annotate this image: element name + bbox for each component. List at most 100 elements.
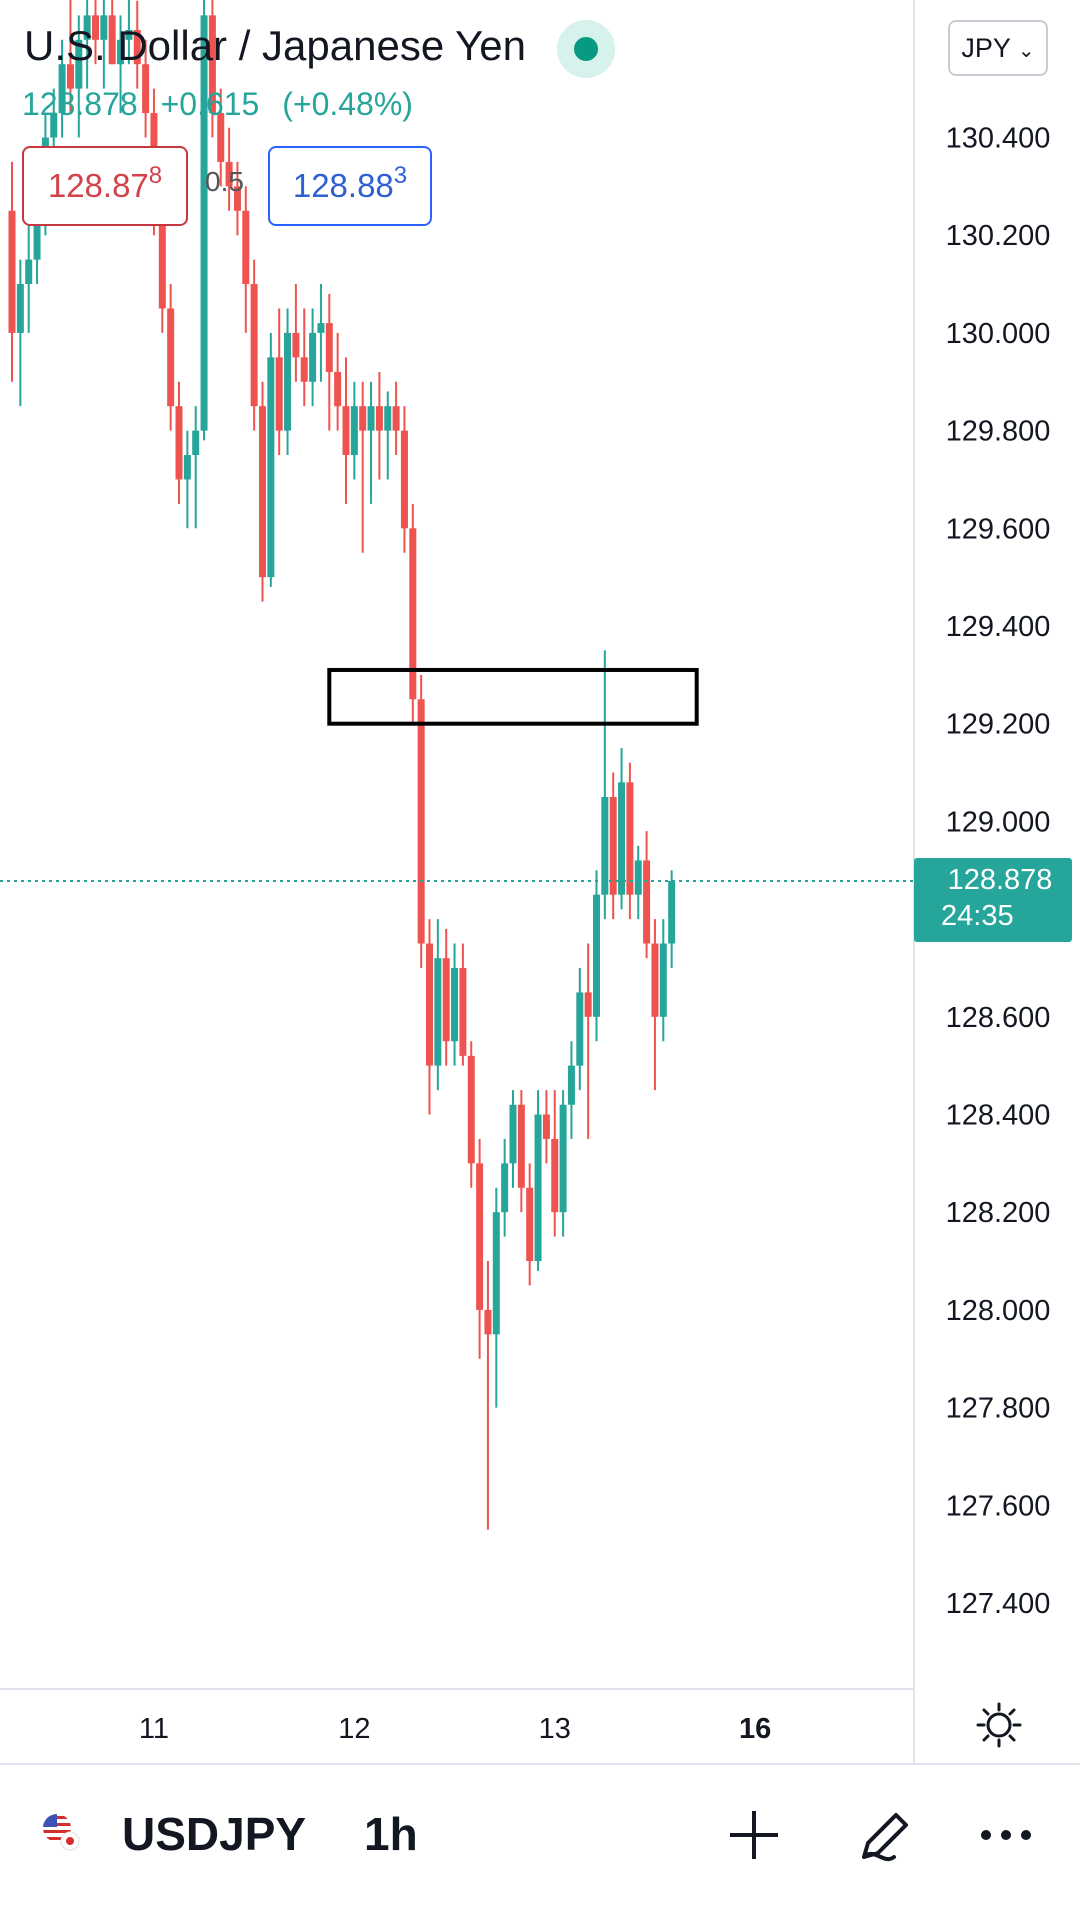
candle-body xyxy=(426,943,433,1066)
candle-body xyxy=(626,782,634,895)
candle xyxy=(634,845,642,920)
candle xyxy=(509,1090,517,1188)
candle-body xyxy=(225,161,233,187)
candle xyxy=(142,39,150,138)
live-dot-icon xyxy=(574,37,598,61)
candle xyxy=(367,381,375,504)
candle xyxy=(175,381,183,504)
candle-body xyxy=(492,1212,500,1335)
candle-body xyxy=(442,958,450,1042)
candle xyxy=(167,284,175,431)
candle xyxy=(442,928,450,1066)
ticker-symbol[interactable]: USDJPY xyxy=(122,1808,307,1860)
chevron-down-icon: ⌄ xyxy=(1017,40,1035,62)
time-tick-label: 11 xyxy=(139,1713,169,1745)
candle xyxy=(400,406,408,553)
candle-body xyxy=(375,406,383,431)
price-tick-label: 129.200 xyxy=(946,709,1051,741)
time-axis[interactable]: 11 12 13 16 xyxy=(139,1713,771,1745)
candle-body xyxy=(576,992,584,1066)
candle-body xyxy=(167,308,175,407)
candle-body xyxy=(451,967,459,1042)
candle xyxy=(334,332,342,431)
candle xyxy=(492,1187,500,1408)
price-tick-label: 128.200 xyxy=(946,1197,1051,1229)
candle-body xyxy=(350,406,358,456)
candle xyxy=(459,943,467,1066)
price-change: +0.615 xyxy=(160,86,260,122)
candle-body xyxy=(183,455,191,480)
candle-body xyxy=(618,782,626,895)
price-tick-label: 129.400 xyxy=(946,611,1051,643)
candle xyxy=(267,332,275,587)
candle xyxy=(100,0,108,89)
candle-body xyxy=(359,406,367,431)
candle-body xyxy=(208,15,216,114)
candle xyxy=(651,919,659,1091)
candle-body xyxy=(92,15,99,40)
candle-body xyxy=(66,64,74,89)
candle-body xyxy=(501,1163,509,1213)
price-tick-label: 127.600 xyxy=(946,1490,1051,1522)
candle-body xyxy=(542,1114,550,1139)
currency-selector[interactable]: JPY ⌄ xyxy=(948,20,1048,76)
candle-body xyxy=(659,943,667,1017)
us-jp-flag-icon[interactable] xyxy=(42,1813,80,1851)
time-tick-label: 16 xyxy=(739,1713,771,1745)
candle xyxy=(668,870,676,968)
interval-selector[interactable]: 1h xyxy=(364,1808,418,1860)
candle xyxy=(183,430,191,529)
symbol-title[interactable]: U.S. Dollar / Japanese Yen xyxy=(24,22,526,69)
market-status-indicator[interactable] xyxy=(557,20,615,78)
candle xyxy=(659,919,667,1042)
candle xyxy=(576,967,584,1091)
candle xyxy=(75,15,83,138)
candle xyxy=(551,1090,559,1237)
candle-body xyxy=(459,967,467,1056)
candle-body xyxy=(8,210,16,333)
price-chart[interactable]: 130.400 130.200 130.000 129.800 129.600 129.4… xyxy=(0,0,1080,1763)
candle-body xyxy=(83,15,91,40)
candle xyxy=(200,0,208,441)
quote-line: 128.878 +0.615 (+0.48%) xyxy=(22,86,427,123)
candle xyxy=(618,748,626,910)
candle-body xyxy=(593,894,600,1017)
price-tick-label: 130.400 xyxy=(946,123,1051,155)
bottom-toolbar: USDJPY 1h xyxy=(0,1763,1080,1906)
candle xyxy=(225,127,233,211)
candle xyxy=(643,831,651,959)
candle xyxy=(384,391,392,480)
candle xyxy=(242,186,250,333)
candle xyxy=(584,943,592,1139)
plus-icon[interactable] xyxy=(718,1799,790,1871)
last-price: 128.878 xyxy=(22,86,138,122)
current-price-label: 128.878 24:35 xyxy=(914,857,1072,942)
buy-button[interactable]: 128.883 xyxy=(268,146,432,226)
price-tick-label: 128.400 xyxy=(946,1100,1051,1132)
sell-price-pip: 8 xyxy=(148,162,163,189)
chart-settings-gear-icon[interactable] xyxy=(974,1700,1024,1750)
sell-button[interactable]: 128.878 xyxy=(22,146,188,226)
more-dots-icon[interactable] xyxy=(970,1799,1042,1871)
candle xyxy=(501,1138,509,1237)
candle-body xyxy=(559,1104,567,1213)
candle-body xyxy=(50,113,58,138)
price-axis[interactable]: 130.400 130.200 130.000 129.800 129.600 129.4… xyxy=(946,123,1051,1621)
buy-price: 128.88 xyxy=(292,167,394,204)
candle-body xyxy=(367,406,375,431)
candle-body xyxy=(317,323,325,333)
candle xyxy=(83,0,91,89)
candle xyxy=(434,919,442,1091)
candle xyxy=(601,650,609,920)
candle xyxy=(208,0,216,138)
candle xyxy=(192,406,200,529)
price-tick-label: 128.000 xyxy=(946,1295,1051,1327)
candle-body xyxy=(668,880,676,944)
candle xyxy=(484,1261,492,1530)
annotation-rectangle[interactable] xyxy=(327,667,699,726)
candle xyxy=(451,943,459,1066)
candle-body xyxy=(217,113,225,162)
price-change-percent: (+0.48%) xyxy=(282,86,413,122)
pen-icon[interactable] xyxy=(850,1799,922,1871)
candle-body xyxy=(233,186,241,211)
